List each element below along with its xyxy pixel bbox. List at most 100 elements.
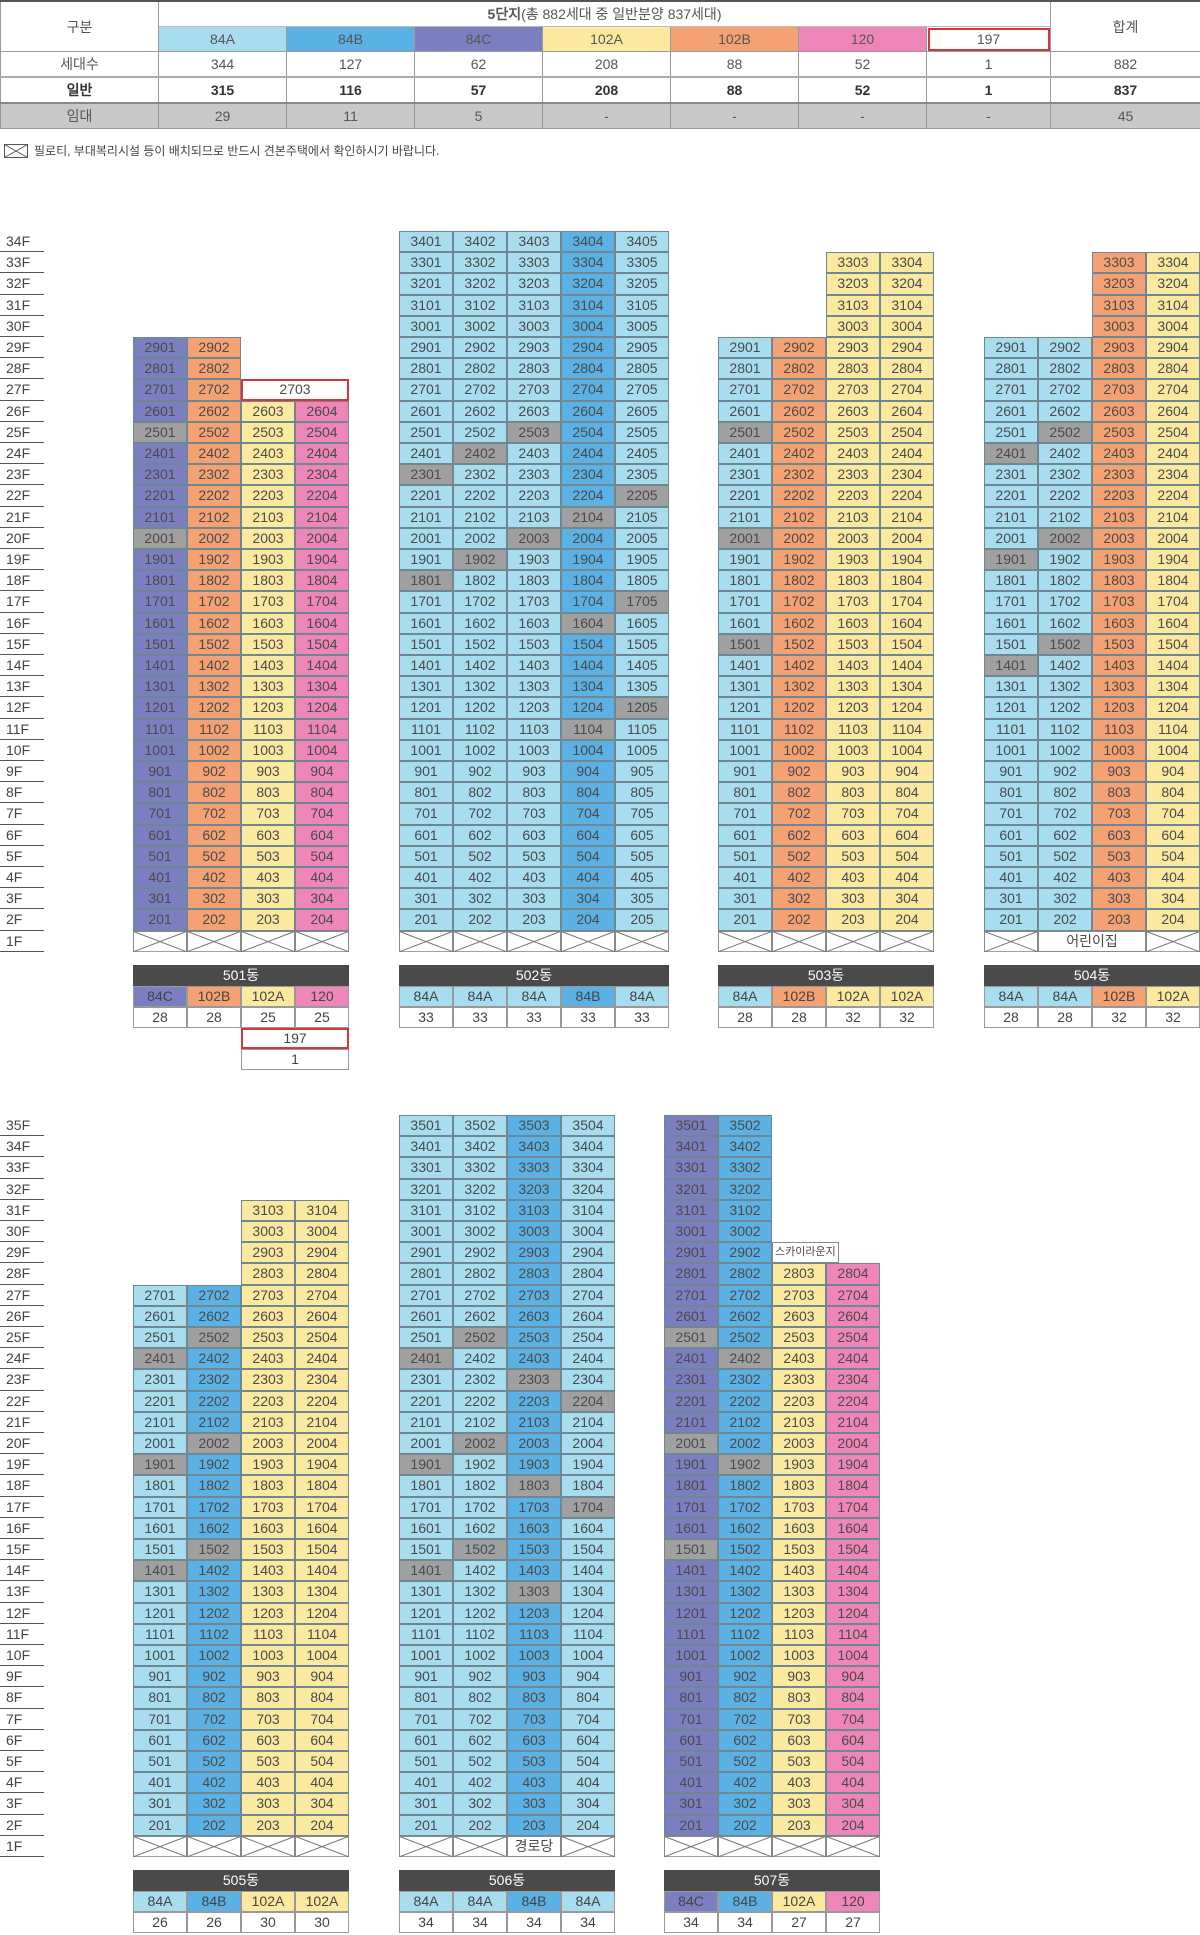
unit-cell: 2801 [984, 358, 1038, 380]
unit-cell: 3302 [718, 1157, 772, 1179]
unit-cell: 1204 [295, 697, 349, 719]
unit-cell: 3103 [507, 1199, 561, 1221]
unit-cell: 204 [295, 909, 349, 931]
row-total: 45 [1050, 102, 1200, 129]
unit-cell: 1004 [561, 739, 615, 761]
floor-label: 16F [0, 1518, 44, 1539]
unit-cell: 3402 [453, 231, 507, 253]
unit-cell: 401 [984, 867, 1038, 889]
unit-cell: 1202 [187, 1602, 241, 1624]
unit-cell: 1005 [615, 739, 669, 761]
row-label: 임대 [0, 102, 159, 129]
unit-cell: 2602 [772, 400, 826, 422]
unit-cell: 601 [133, 1729, 187, 1751]
unit-cell: 3204 [561, 1178, 615, 1200]
unit-cell: 202 [187, 1814, 241, 1836]
column-type: 84A [507, 985, 561, 1007]
unit-cell: 1704 [880, 591, 934, 613]
unit-cell: 1001 [984, 739, 1038, 761]
unit-cell: 1601 [399, 1517, 453, 1539]
unit-cell: 2701 [133, 379, 187, 401]
unit-cell: 1803 [507, 570, 561, 592]
unit-cell: 2804 [295, 1263, 349, 1285]
unit-cell: 1201 [984, 697, 1038, 719]
unit-cell: 2202 [1038, 485, 1092, 507]
unit-cell: 3004 [561, 315, 615, 337]
unit-cell: 1403 [241, 1560, 295, 1582]
unit-cell: 1701 [399, 1496, 453, 1518]
unit-cell: 902 [187, 761, 241, 783]
floor-label: 33F [0, 1157, 44, 1179]
unit-cell: 903 [241, 1666, 295, 1688]
unit-cell: 1802 [1038, 570, 1092, 592]
unit-cell: 1504 [826, 1539, 880, 1561]
unit-cell: 1201 [133, 697, 187, 719]
unit-cell: 1401 [718, 655, 772, 677]
unit-cell: 1503 [507, 1539, 561, 1561]
unit-cell: 1104 [295, 1623, 349, 1645]
unit-cell: 1803 [1092, 570, 1146, 592]
unit-cell: 2604 [561, 400, 615, 422]
extra-type: 197 [241, 1027, 349, 1049]
floor-label: 21F [0, 507, 44, 528]
unit-cell: 304 [295, 888, 349, 910]
unit-cell: 3301 [664, 1157, 718, 1179]
unit-cell: 2304 [826, 1369, 880, 1391]
unit-cell: 2801 [399, 358, 453, 380]
unit-cell: 1001 [133, 739, 187, 761]
unit-cell: 1503 [1092, 633, 1146, 655]
unit-cell: 2401 [718, 443, 772, 465]
unit-cell: 1102 [718, 1623, 772, 1645]
unit-cell: 803 [241, 1687, 295, 1709]
unit-cell: 1302 [187, 676, 241, 698]
unit-cell: 2305 [615, 464, 669, 486]
unit-cell: 2402 [187, 1348, 241, 1370]
unit-cell: 701 [399, 803, 453, 825]
unit-cell: 204 [1146, 909, 1200, 931]
column-count: 33 [561, 1006, 615, 1028]
unit-cell: 2002 [772, 527, 826, 549]
unit-cell: 2903 [241, 1242, 295, 1264]
unit-cell: 1801 [133, 570, 187, 592]
unit-cell: 1701 [133, 591, 187, 613]
unit-cell: 1402 [1038, 655, 1092, 677]
unit-cell: 1801 [399, 1475, 453, 1497]
unit-cell: 502 [187, 1751, 241, 1773]
column-count: 27 [826, 1912, 880, 1933]
row-value: - [798, 102, 927, 129]
building-label: 507동 [664, 1870, 880, 1891]
unit-cell: 2202 [187, 485, 241, 507]
rental-unit-cell: 1902 [453, 549, 507, 571]
unit-cell: 203 [826, 909, 880, 931]
unit-cell: 303 [241, 888, 295, 910]
unit-cell: 2703 [772, 1284, 826, 1306]
unit-cell: 201 [399, 1814, 453, 1836]
unit-cell: 1804 [561, 1475, 615, 1497]
row-value: 315 [158, 76, 287, 104]
unit-cell: 503 [826, 845, 880, 867]
unit-cell: 1103 [507, 1623, 561, 1645]
unit-cell: 1501 [133, 633, 187, 655]
unit-cell: 501 [399, 1751, 453, 1773]
type-header-102A: 102A [542, 26, 671, 52]
unit-cell: 904 [561, 761, 615, 783]
pilotis-icon [399, 1835, 453, 1857]
unit-cell: 3302 [453, 252, 507, 274]
unit-cell: 1204 [295, 1602, 349, 1624]
unit-cell: 302 [718, 1793, 772, 1815]
unit-cell: 3204 [880, 273, 934, 295]
unit-cell: 1604 [295, 612, 349, 634]
unit-cell: 1904 [561, 1454, 615, 1476]
unit-cell: 2704 [880, 379, 934, 401]
unit-cell: 404 [1146, 867, 1200, 889]
unit-cell: 1402 [453, 1560, 507, 1582]
pilotis-icon [1146, 930, 1200, 952]
floor-label: 14F [0, 655, 44, 677]
unit-cell: 1403 [772, 1560, 826, 1582]
unit-cell: 1103 [241, 1623, 295, 1645]
unit-cell: 3304 [1146, 252, 1200, 274]
column-count: 28 [133, 1006, 187, 1028]
unit-cell: 2304 [880, 464, 934, 486]
unit-cell: 1201 [133, 1602, 187, 1624]
floor-label: 32F [0, 273, 44, 295]
